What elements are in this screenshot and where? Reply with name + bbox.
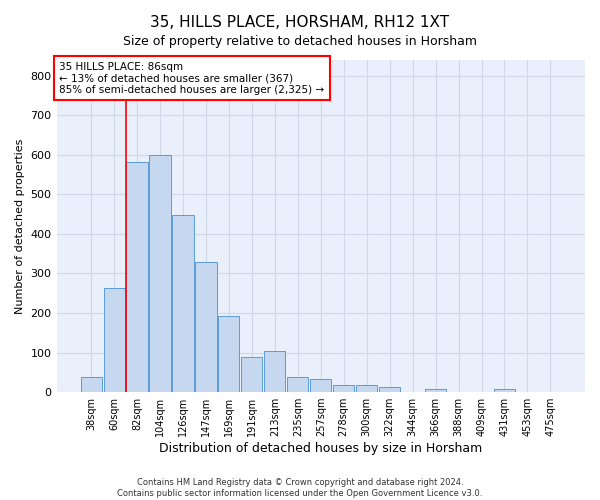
Bar bbox=[425, 390, 446, 392]
Bar bbox=[241, 356, 262, 392]
Bar bbox=[356, 386, 377, 392]
X-axis label: Distribution of detached houses by size in Horsham: Distribution of detached houses by size … bbox=[159, 442, 482, 455]
Text: 35 HILLS PLACE: 86sqm
← 13% of detached houses are smaller (367)
85% of semi-det: 35 HILLS PLACE: 86sqm ← 13% of detached … bbox=[59, 62, 325, 95]
Bar bbox=[333, 386, 354, 392]
Bar bbox=[127, 162, 148, 392]
Bar bbox=[310, 380, 331, 392]
Bar bbox=[264, 352, 286, 392]
Text: Size of property relative to detached houses in Horsham: Size of property relative to detached ho… bbox=[123, 35, 477, 48]
Y-axis label: Number of detached properties: Number of detached properties bbox=[15, 138, 25, 314]
Bar bbox=[80, 377, 101, 392]
Bar bbox=[149, 155, 170, 392]
Text: 35, HILLS PLACE, HORSHAM, RH12 1XT: 35, HILLS PLACE, HORSHAM, RH12 1XT bbox=[151, 15, 449, 30]
Bar bbox=[494, 390, 515, 392]
Bar bbox=[287, 378, 308, 392]
Bar bbox=[172, 216, 194, 392]
Bar bbox=[379, 387, 400, 392]
Text: Contains HM Land Registry data © Crown copyright and database right 2024.
Contai: Contains HM Land Registry data © Crown c… bbox=[118, 478, 482, 498]
Bar bbox=[196, 262, 217, 392]
Bar bbox=[218, 316, 239, 392]
Bar bbox=[104, 288, 125, 392]
